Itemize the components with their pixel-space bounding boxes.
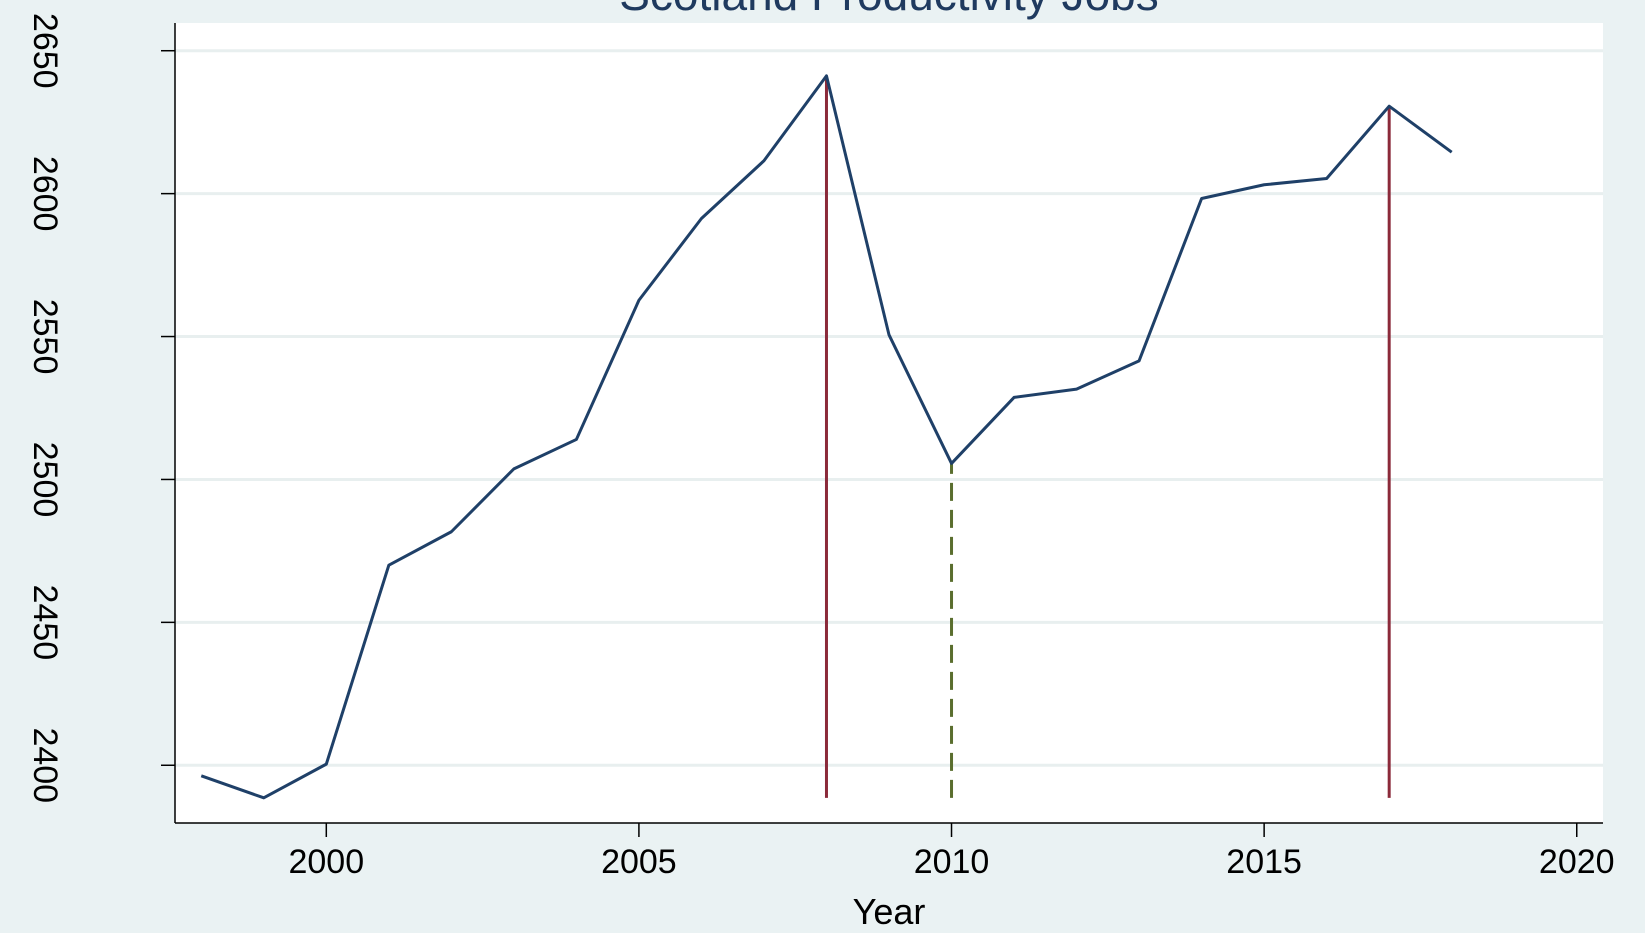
x-tick-label: 2005 [601,843,677,881]
y-tick-label: 2550 [26,299,64,375]
y-tick-label: 2600 [26,156,64,232]
x-tick-label: 2010 [914,843,990,881]
data-line [200,74,1453,800]
y-tick-label: 2400 [26,727,64,803]
x-tick-label: 2020 [1539,843,1615,881]
chart-title: Scotland Productivity Jobs [619,0,1159,20]
plot-area [175,23,1603,823]
x-tick-label: 2000 [288,843,364,881]
x-tick-label: 2015 [1226,843,1302,881]
x-axis-label: Year [853,891,926,932]
y-tick-label: 2650 [26,13,64,89]
y-tick-label: 2500 [26,442,64,518]
y-tick-label: 2450 [26,585,64,661]
